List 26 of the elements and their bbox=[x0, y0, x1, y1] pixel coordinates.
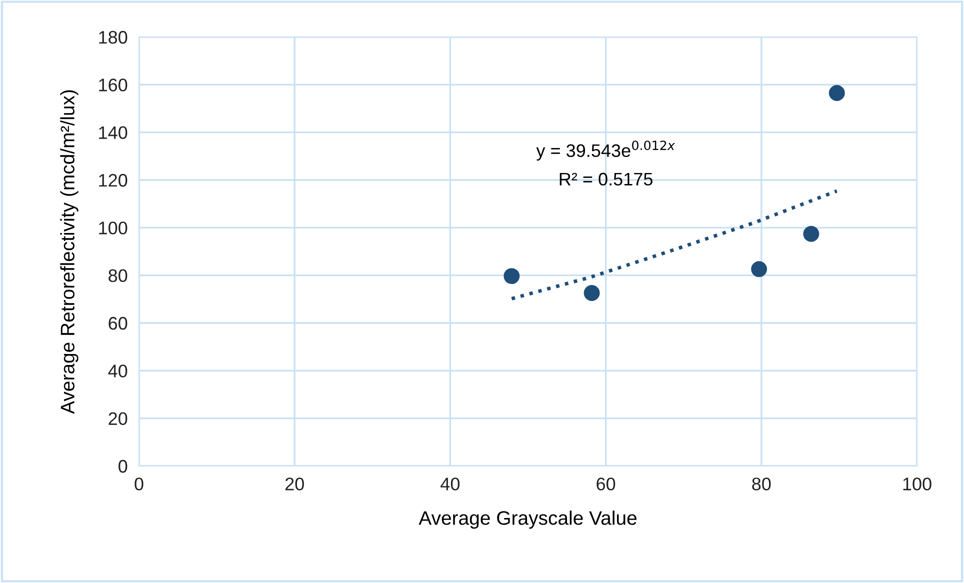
y-tick-label: 60 bbox=[108, 316, 128, 330]
x-tick-label: 80 bbox=[752, 478, 771, 490]
y-tick-label: 100 bbox=[99, 222, 128, 234]
x-axis-title: Average Grayscale Value bbox=[418, 510, 636, 529]
point bbox=[751, 261, 768, 278]
annotation: R² = 0.5175 bbox=[560, 172, 652, 186]
y-tick-label: 0 bbox=[118, 460, 128, 473]
y-tick-label: 20 bbox=[108, 412, 128, 426]
x-tick-label: 0 bbox=[134, 478, 144, 490]
x-tick-label: 20 bbox=[285, 478, 304, 490]
y-tick-label: 120 bbox=[99, 174, 128, 187]
line-series bbox=[510, 189, 839, 300]
x-tick-label: 100 bbox=[903, 478, 932, 490]
x-tick-label: 60 bbox=[596, 478, 616, 490]
x-tick-label: 40 bbox=[440, 478, 460, 490]
point bbox=[828, 85, 845, 101]
y-tick-label: 180 bbox=[99, 30, 128, 44]
y-tick-label: 40 bbox=[108, 364, 128, 378]
y-tick-label: 160 bbox=[99, 78, 128, 92]
y-axis-title: Average Retroreflectivity (mcd/m²/lux) bbox=[60, 90, 78, 414]
y-tick-label: 80 bbox=[108, 269, 128, 282]
point bbox=[584, 284, 600, 301]
point bbox=[504, 268, 520, 284]
annotation: y = 39.543e$^{0.012x}$ bbox=[536, 140, 676, 161]
point bbox=[803, 226, 820, 242]
y-tick-label: 140 bbox=[99, 126, 128, 140]
